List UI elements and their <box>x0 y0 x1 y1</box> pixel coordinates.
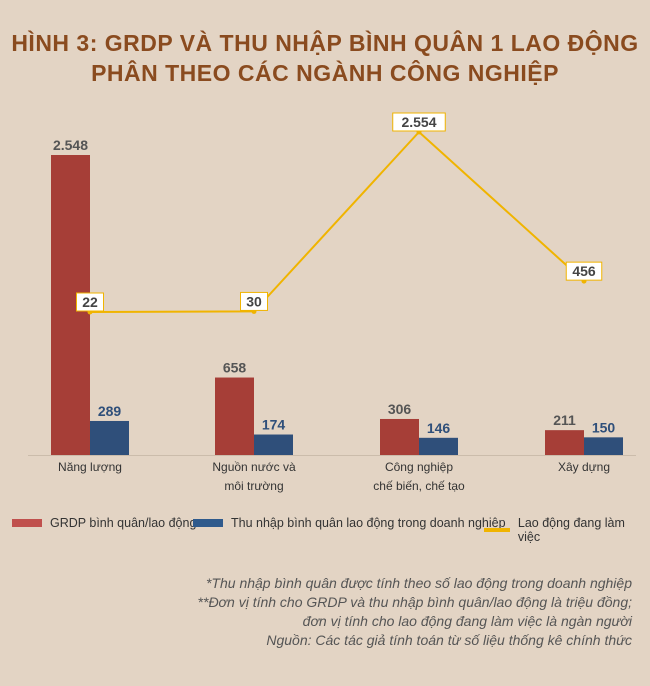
legend-swatch-blue <box>193 519 223 527</box>
legend-swatch-red <box>12 519 42 527</box>
legend-label: Lao động đang làm việc <box>517 516 625 544</box>
legend-labor: Lao động đang làm việc <box>484 516 650 544</box>
legend-label: GRDP bình quân/lao động <box>50 516 197 530</box>
line-labor <box>89 130 585 313</box>
line-label-box <box>240 291 268 311</box>
line-label-box <box>392 112 446 132</box>
line-data-label: 22 <box>82 294 98 310</box>
category-label-line: Xây dựng <box>557 460 611 474</box>
bar-income <box>584 437 623 455</box>
chart-title-line2: PHÂN THEO CÁC NGÀNH CÔNG NGHIỆP <box>91 60 559 86</box>
chart-area: 2.548 658 306 211 289 174 146 150 22 30 2.554 456 <box>28 112 636 456</box>
note-source: Nguồn: Các tác giả tính toán từ số liệu … <box>266 632 632 648</box>
line-data-label: 2.554 <box>401 114 436 130</box>
line-data-label: 30 <box>246 293 262 309</box>
data-label: 211 <box>553 412 576 428</box>
legend-label: Thu nhập bình quân lao động trong doanh … <box>231 516 506 530</box>
bar-income <box>254 434 293 455</box>
bar-grdp <box>215 377 254 455</box>
data-label: 2.548 <box>53 137 88 153</box>
data-label: 174 <box>262 417 286 433</box>
category-label: Xây dựng <box>514 458 650 477</box>
data-label: 146 <box>427 420 451 436</box>
chart-title-line1: HÌNH 3: GRDP VÀ THU NHẬP BÌNH QUÂN 1 LAO… <box>11 30 639 56</box>
data-label: 658 <box>223 360 247 376</box>
category-label-line: môi trường <box>224 479 284 493</box>
category-label-line: Năng lượng <box>58 460 122 474</box>
data-label: 289 <box>98 403 122 419</box>
bar-grdp <box>380 418 419 455</box>
bar-income <box>90 420 129 455</box>
bar-grdp <box>545 430 584 455</box>
line-label-box <box>565 261 603 281</box>
legend-swatch-yellow <box>484 528 510 532</box>
legend-income: Thu nhập bình quân lao động trong doanh … <box>193 516 506 530</box>
line-data-label: 456 <box>572 263 596 279</box>
legend-grdp: GRDP bình quân/lao động <box>12 516 196 530</box>
category-label-line: Công nghiệp <box>384 460 454 474</box>
data-label: 150 <box>592 419 616 435</box>
bar-income <box>419 437 458 455</box>
note-2: **Đơn vị tính cho GRDP và thu nhập bình … <box>197 594 632 610</box>
category-label-line: Nguồn nước và <box>212 460 296 474</box>
note-3: đơn vị tính cho lao động đang làm việc l… <box>302 613 632 629</box>
category-label: Nguồn nước và môi trường <box>184 458 324 496</box>
line-label-box <box>76 292 104 312</box>
category-label: Công nghiệp chế biến, chế tạo <box>349 458 489 496</box>
category-label: Năng lượng <box>20 458 160 477</box>
category-label-line: chế biến, chế tạo <box>373 479 465 493</box>
note-1: *Thu nhập bình quân được tính theo số la… <box>205 575 632 591</box>
footnotes: *Thu nhập bình quân được tính theo số la… <box>198 574 632 650</box>
data-label: 306 <box>388 401 412 417</box>
